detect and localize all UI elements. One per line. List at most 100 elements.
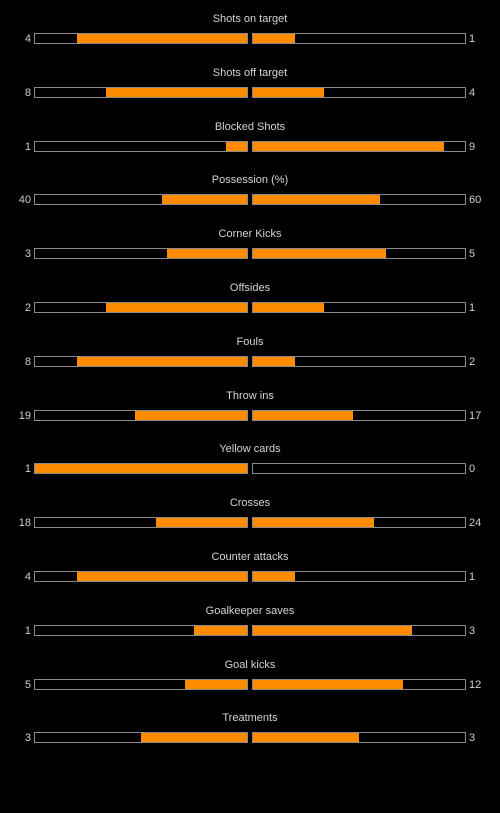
away-bar-fill: [253, 34, 295, 43]
home-value: 4: [24, 571, 31, 583]
stat-label: Treatments: [222, 712, 278, 725]
away-bar-track: [252, 302, 466, 313]
home-bar-fill: [77, 34, 247, 43]
stat-row-goalkeeper-saves: Goalkeeper saves 1 3: [0, 604, 500, 644]
away-bar-track: [252, 571, 466, 582]
stat-label: Counter attacks: [211, 551, 289, 563]
home-bar-track: [34, 409, 248, 421]
away-bar-track: [252, 86, 466, 98]
home-bar-fill: [226, 141, 247, 151]
away-bar-track: [252, 463, 466, 475]
away-value: 3: [469, 624, 476, 637]
away-value: 5: [469, 248, 476, 261]
stat-label: Possession (%): [211, 174, 289, 187]
away-bar-track: [252, 517, 466, 529]
away-bar-track: [252, 33, 466, 44]
stat-label: Goalkeeper saves: [205, 604, 295, 617]
away-value: 1: [469, 571, 476, 583]
home-bar-fill: [194, 625, 247, 635]
home-value: 1: [24, 624, 31, 637]
away-value: 17: [469, 409, 482, 422]
away-bar-fill: [253, 572, 295, 581]
home-bar-track: [34, 194, 248, 206]
home-bar-track: [34, 732, 248, 744]
stat-label: Crosses: [229, 497, 271, 510]
stat-label: Goal kicks: [224, 658, 276, 671]
away-bar-fill: [253, 356, 295, 366]
stat-row-possession: Possession (%) 40 60: [0, 173, 500, 213]
away-bar-fill: [253, 733, 359, 743]
home-bar-track: [34, 678, 248, 690]
away-bar-fill: [253, 679, 403, 689]
home-value: 1: [24, 463, 31, 476]
away-bar-track: [252, 355, 466, 367]
stat-label: Yellow cards: [219, 443, 281, 456]
stat-label: Throw ins: [226, 389, 274, 402]
stat-row-blocked-shots: Blocked Shots 1 9: [0, 120, 500, 160]
home-bar-track: [34, 302, 248, 313]
home-bar-fill: [35, 464, 247, 474]
home-bar-track: [34, 33, 248, 44]
away-bar-track: [252, 678, 466, 690]
away-value: 1: [469, 33, 476, 45]
away-bar-track: [252, 194, 466, 206]
stat-label: Shots off target: [212, 66, 288, 79]
away-bar-track: [252, 732, 466, 744]
home-value: 8: [24, 355, 31, 368]
home-bar-fill: [77, 356, 247, 366]
away-bar-fill: [253, 141, 444, 151]
away-bar-fill: [253, 303, 324, 312]
away-bar-fill: [253, 87, 324, 97]
home-bar-fill: [135, 410, 247, 420]
away-value: 0: [469, 463, 476, 476]
home-bar-fill: [141, 733, 247, 743]
away-bar-fill: [253, 625, 412, 635]
away-bar-fill: [253, 195, 380, 205]
home-bar-fill: [156, 518, 247, 528]
stat-row-fouls: Fouls 8 2: [0, 335, 500, 375]
stat-row-counter-attacks: Counter attacks 4 1: [0, 550, 500, 590]
stat-row-goal-kicks: Goal kicks 5 12: [0, 658, 500, 698]
away-value: 9: [469, 140, 476, 153]
home-value: 2: [24, 302, 31, 314]
home-value: 19: [18, 409, 31, 422]
away-bar-fill: [253, 249, 386, 259]
home-value: 4: [24, 33, 31, 45]
away-value: 1: [469, 302, 476, 314]
stat-row-treatments: Treatments 3 3: [0, 711, 500, 751]
away-bar-track: [252, 624, 466, 636]
away-value: 3: [469, 732, 476, 745]
home-value: 18: [18, 517, 31, 530]
home-value: 3: [24, 732, 31, 745]
home-bar-track: [34, 571, 248, 582]
home-bar-fill: [162, 195, 247, 205]
home-bar-fill: [185, 679, 247, 689]
away-value: 4: [469, 86, 476, 99]
away-value: 60: [469, 194, 482, 207]
stat-row-shots-on-target: Shots on target 4 1: [0, 12, 500, 52]
stat-label: Blocked Shots: [214, 120, 286, 133]
stat-label: Corner Kicks: [218, 228, 282, 241]
home-value: 1: [24, 140, 31, 153]
home-bar-fill: [106, 303, 247, 312]
home-bar-track: [34, 624, 248, 636]
stat-row-throw-ins: Throw ins 19 17: [0, 389, 500, 429]
home-bar-fill: [77, 572, 247, 581]
home-value: 40: [18, 194, 31, 207]
home-value: 5: [24, 678, 31, 691]
home-value: 8: [24, 86, 31, 99]
away-value: 24: [469, 517, 482, 530]
away-value: 12: [469, 678, 482, 691]
stat-row-shots-off-target: Shots off target 8 4: [0, 66, 500, 106]
stat-label: Offsides: [229, 282, 271, 294]
away-bar-track: [252, 140, 466, 152]
away-bar-fill: [253, 410, 353, 420]
stat-row-crosses: Crosses 18 24: [0, 496, 500, 536]
home-value: 3: [24, 248, 31, 261]
home-bar-track: [34, 140, 248, 152]
stat-label: Fouls: [236, 335, 264, 348]
home-bar-track: [34, 517, 248, 529]
stat-row-yellow-cards: Yellow cards 1 0: [0, 442, 500, 482]
home-bar-fill: [167, 249, 247, 259]
